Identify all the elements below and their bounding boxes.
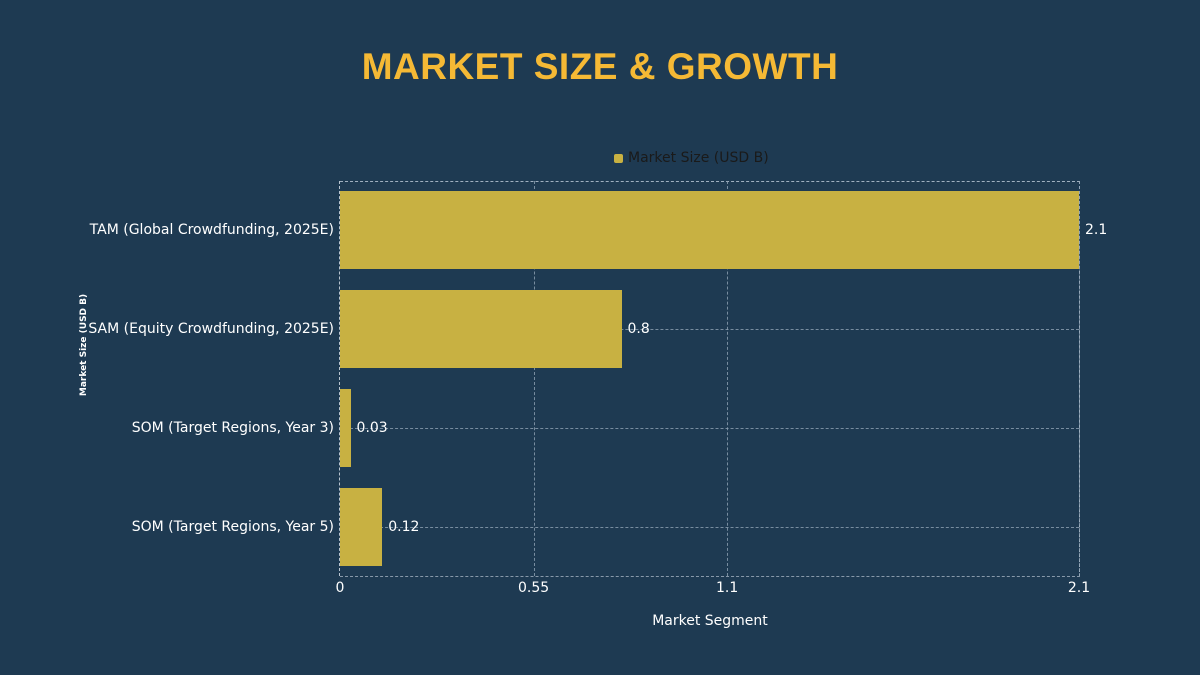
legend-label: Market Size (USD B) — [628, 150, 769, 166]
category-label: SAM (Equity Crowdfunding, 2025E) — [88, 321, 334, 337]
horizontal-gridline — [340, 428, 1079, 429]
x-tick-label: 0 — [335, 580, 345, 596]
legend: Market Size (USD B) — [614, 150, 769, 166]
horizontal-gridline — [340, 527, 1079, 528]
x-tick-label: 1.1 — [715, 580, 739, 596]
x-axis-label: Market Segment — [652, 613, 768, 629]
x-axis-line — [340, 576, 1080, 577]
bar-value-label: 2.1 — [1085, 222, 1108, 238]
bar[interactable] — [340, 191, 1079, 269]
horizontal-gridline — [340, 329, 1079, 330]
category-label: SOM (Target Regions, Year 3) — [131, 420, 334, 436]
y-axis-label: Market Size (USD B) — [79, 293, 89, 397]
x-tick-label: 0.55 — [517, 580, 550, 596]
bar-value-label: 0.8 — [627, 321, 650, 337]
category-label: TAM (Global Crowdfunding, 2025E) — [89, 222, 334, 238]
y-axis-line — [339, 181, 340, 576]
vertical-gridline — [1079, 181, 1080, 576]
category-label: SOM (Target Regions, Year 5) — [131, 519, 334, 535]
bar-value-label: 0.12 — [388, 519, 420, 535]
bar-value-label: 0.03 — [356, 420, 388, 436]
x-tick-label: 2.1 — [1067, 580, 1091, 596]
bar[interactable] — [340, 488, 383, 566]
chart-title: MARKET SIZE & GROWTH — [361, 46, 839, 87]
vertical-gridline — [533, 181, 535, 576]
legend-swatch-icon — [614, 153, 623, 163]
bar[interactable] — [340, 290, 622, 368]
vertical-gridline — [727, 181, 729, 576]
bar[interactable] — [340, 389, 351, 467]
